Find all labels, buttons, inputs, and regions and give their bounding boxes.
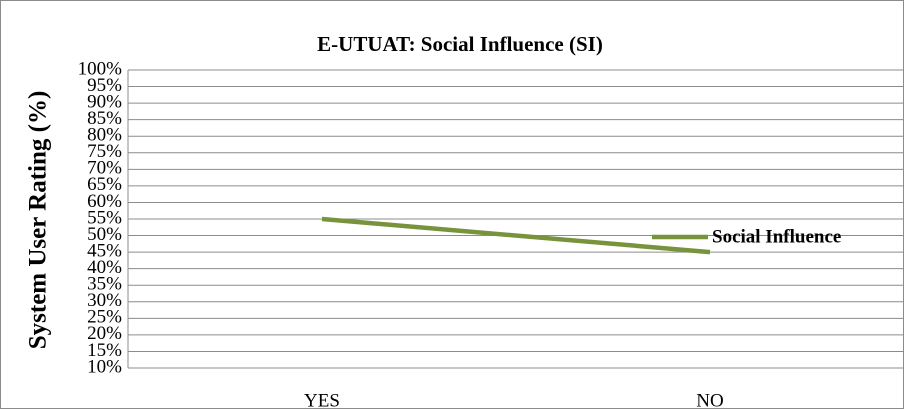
y-axis-label: System User Rating (%) xyxy=(25,91,52,350)
y-tick-label: 85% xyxy=(87,108,122,129)
y-tick-label: 25% xyxy=(87,307,122,328)
y-tick-label: 40% xyxy=(87,257,122,278)
y-tick-label: 95% xyxy=(87,75,122,96)
y-tick-label: 55% xyxy=(87,207,122,228)
chart-title: E-UTUAT: Social Influence (SI) xyxy=(317,32,603,56)
x-tick-label: NO xyxy=(696,390,723,410)
y-tick-label: 80% xyxy=(87,125,122,146)
data-line xyxy=(321,216,711,255)
y-tick-label: 35% xyxy=(87,274,122,295)
y-tick-label: 10% xyxy=(87,356,122,377)
y-tick-label: 30% xyxy=(87,290,122,311)
legend-label: Social Influence xyxy=(712,226,841,247)
y-tick-label: 15% xyxy=(87,340,122,361)
y-tick-label: 75% xyxy=(87,141,122,162)
y-tick-label: 70% xyxy=(87,158,122,179)
y-tick-label: 60% xyxy=(87,191,122,212)
y-tick-label: 45% xyxy=(87,240,122,261)
y-tick-label: 20% xyxy=(87,323,122,344)
x-tick-label: YES xyxy=(304,390,340,410)
y-tick-label: 90% xyxy=(87,91,122,112)
y-tick-label: 100% xyxy=(78,58,123,79)
y-tick-label: 65% xyxy=(87,174,122,195)
y-tick-label: 50% xyxy=(87,224,122,245)
